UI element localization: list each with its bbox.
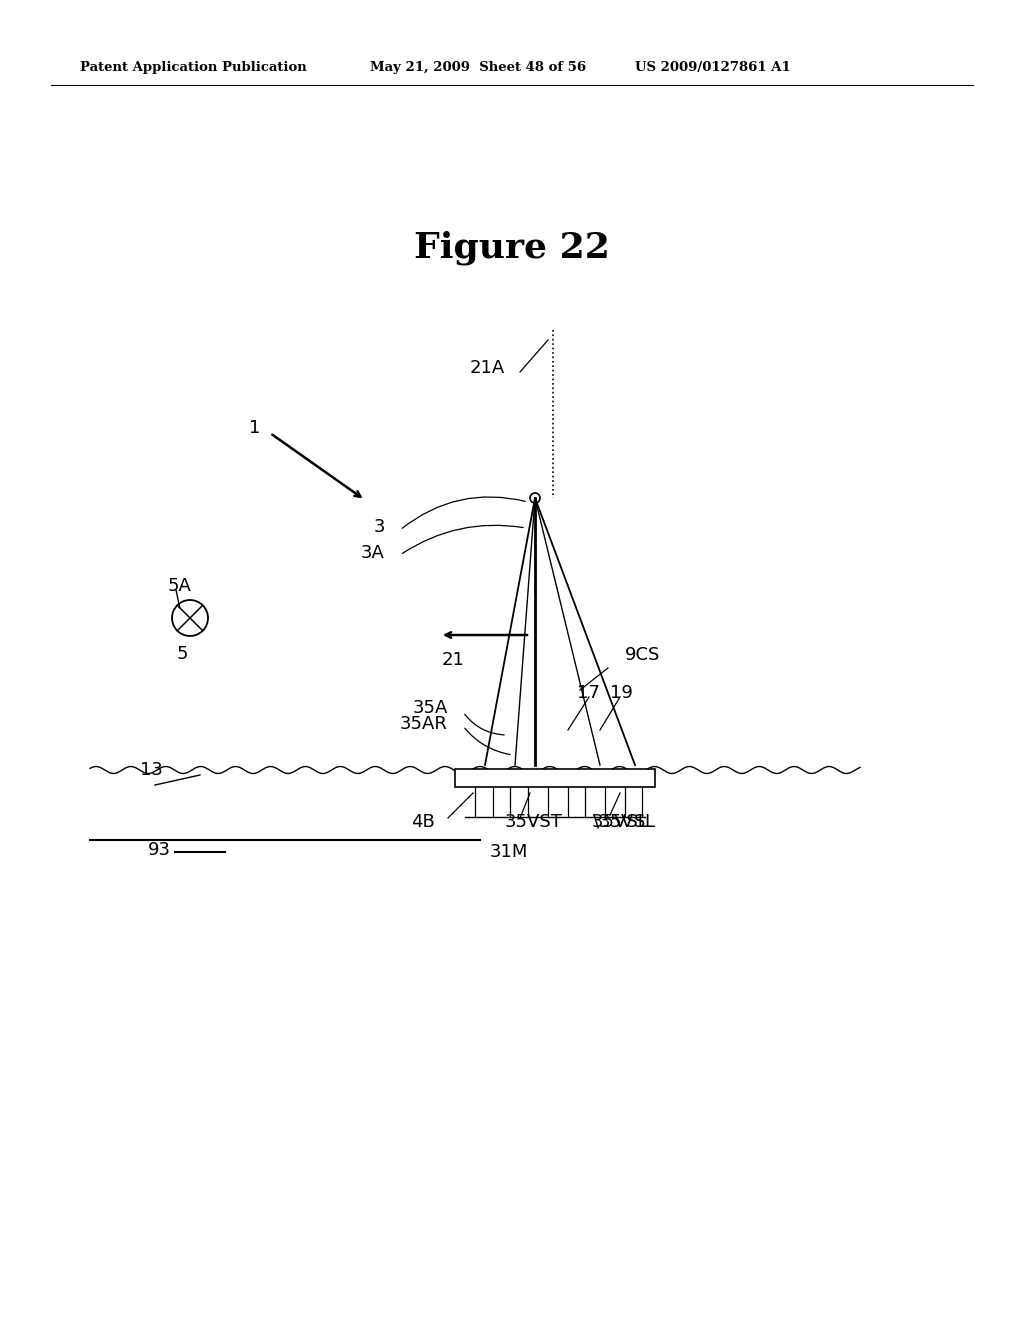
Text: 93: 93 bbox=[148, 841, 171, 859]
Text: Figure 22: Figure 22 bbox=[414, 231, 610, 265]
Text: Patent Application Publication: Patent Application Publication bbox=[80, 62, 307, 74]
Text: 35VSL: 35VSL bbox=[592, 813, 649, 832]
Text: 35VST: 35VST bbox=[505, 813, 563, 832]
Text: May 21, 2009  Sheet 48 of 56: May 21, 2009 Sheet 48 of 56 bbox=[370, 62, 586, 74]
Text: 5: 5 bbox=[176, 645, 187, 663]
Text: 5A: 5A bbox=[168, 577, 191, 595]
Text: 31M: 31M bbox=[490, 843, 528, 861]
Text: 21: 21 bbox=[441, 651, 465, 669]
Text: 21A: 21A bbox=[470, 359, 505, 378]
Bar bbox=[455, 770, 655, 787]
Text: 3: 3 bbox=[374, 517, 385, 536]
Text: 35AR: 35AR bbox=[400, 715, 449, 733]
Text: 3A: 3A bbox=[361, 544, 385, 562]
Text: 9CS: 9CS bbox=[625, 645, 660, 664]
Text: 17: 17 bbox=[577, 684, 600, 702]
Text: US 2009/0127861 A1: US 2009/0127861 A1 bbox=[635, 62, 791, 74]
Text: $\backslash$35VSL: $\backslash$35VSL bbox=[592, 813, 656, 832]
Text: 1: 1 bbox=[249, 418, 261, 437]
Text: 19: 19 bbox=[610, 684, 633, 702]
Text: 35A: 35A bbox=[413, 700, 449, 717]
Text: 4B: 4B bbox=[412, 813, 435, 832]
Text: 13: 13 bbox=[140, 762, 163, 779]
